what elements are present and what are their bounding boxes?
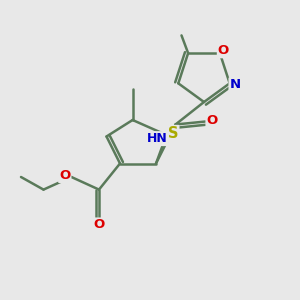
Text: O: O [206,114,218,128]
Text: O: O [218,44,229,57]
Text: O: O [59,169,70,182]
Text: N: N [230,78,241,91]
Text: O: O [93,218,105,232]
Text: HN: HN [146,132,167,145]
Text: S: S [168,126,178,141]
